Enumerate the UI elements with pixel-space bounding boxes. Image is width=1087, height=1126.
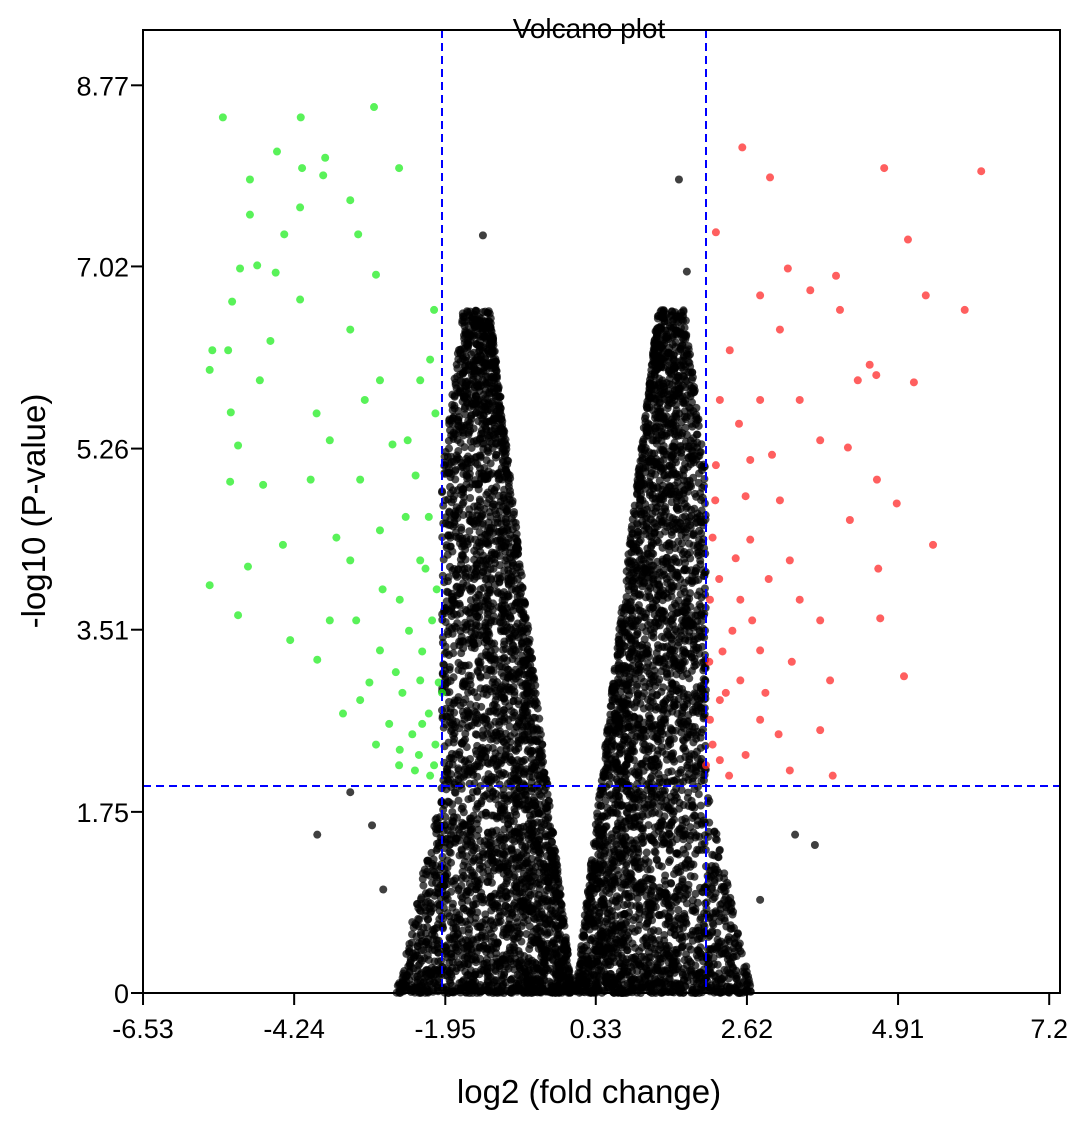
point-not-significant [689, 529, 698, 538]
point-not-significant [480, 504, 489, 513]
point-not-significant [464, 430, 473, 439]
point-not-significant [467, 872, 476, 881]
point-not-significant [700, 474, 709, 483]
point-not-significant [659, 683, 668, 692]
point-not-significant [454, 796, 463, 805]
point-not-significant [476, 497, 485, 506]
point-not-significant [493, 589, 502, 598]
point-not-significant [678, 875, 687, 884]
chart-title: Volcano plot [513, 13, 666, 44]
point-not-significant [695, 469, 704, 478]
point-not-significant [449, 876, 458, 885]
point-not-significant [700, 584, 709, 593]
point-not-significant [696, 733, 705, 742]
point-not-significant [635, 915, 644, 924]
point-not-significant [484, 707, 493, 716]
point-not-significant [667, 592, 676, 601]
point-not-significant [466, 535, 475, 544]
point-not-significant [657, 632, 666, 641]
point-not-significant [411, 919, 420, 928]
point-not-significant [464, 661, 473, 670]
point-not-significant [454, 447, 463, 456]
point-not-significant [457, 523, 466, 532]
point-not-significant [635, 921, 644, 930]
point-not-significant [456, 773, 465, 782]
point-not-significant [439, 660, 448, 669]
point-not-significant [482, 456, 491, 465]
point-not-significant [654, 927, 663, 936]
point-not-significant [413, 966, 422, 975]
point-not-significant [642, 848, 651, 857]
point-not-significant [445, 848, 454, 857]
point-not-significant [467, 794, 476, 803]
point-not-significant [686, 872, 695, 881]
point-not-significant [696, 801, 705, 810]
point-not-significant [490, 486, 499, 495]
point-not-significant [695, 832, 704, 841]
point-not-significant [652, 856, 661, 865]
point-not-significant [626, 869, 635, 878]
point-not-significant [466, 672, 475, 681]
point-not-significant [448, 390, 457, 399]
point-not-significant [473, 787, 482, 796]
point-not-significant [451, 475, 460, 484]
point-not-significant [446, 482, 455, 491]
point-not-significant [501, 663, 510, 672]
point-not-significant [668, 707, 677, 716]
point-not-significant [504, 920, 513, 929]
point-not-significant [476, 453, 485, 462]
point-not-significant [482, 808, 491, 817]
point-not-significant [466, 494, 475, 503]
point-not-significant [660, 931, 669, 940]
point-not-significant [399, 984, 408, 993]
point-not-significant [642, 663, 651, 672]
point-not-significant [424, 955, 433, 964]
point-not-significant [646, 865, 655, 874]
point-not-significant [445, 665, 454, 674]
point-not-significant [690, 504, 699, 513]
point-not-significant [623, 900, 632, 909]
point-not-significant [679, 801, 688, 810]
point-not-significant [636, 885, 645, 894]
point-not-significant [691, 420, 700, 429]
point-not-significant [630, 703, 639, 712]
point-not-significant [634, 470, 643, 479]
point-not-significant [676, 755, 685, 764]
point-not-significant [531, 681, 540, 690]
point-not-significant [470, 546, 479, 555]
point-not-significant [687, 511, 696, 520]
point-not-significant [505, 722, 514, 731]
point-not-significant [478, 414, 487, 423]
points-layer [205, 103, 986, 997]
point-not-significant [473, 693, 482, 702]
point-not-significant [605, 929, 614, 938]
point-not-significant [499, 645, 508, 654]
point-not-significant [712, 835, 721, 844]
point-not-significant [476, 434, 485, 443]
point-not-significant [445, 444, 454, 453]
point-not-significant [510, 651, 519, 660]
point-not-significant [673, 608, 682, 617]
point-not-significant [473, 506, 482, 515]
point-not-significant [651, 848, 660, 857]
point-not-significant [465, 527, 474, 536]
point-not-significant [439, 555, 448, 564]
point-not-significant [660, 812, 669, 821]
point-not-significant [448, 566, 457, 575]
point-not-significant [454, 506, 463, 515]
point-not-significant [672, 887, 681, 896]
point-not-significant [683, 842, 692, 851]
point-not-significant [658, 430, 667, 439]
point-not-significant [474, 538, 483, 547]
